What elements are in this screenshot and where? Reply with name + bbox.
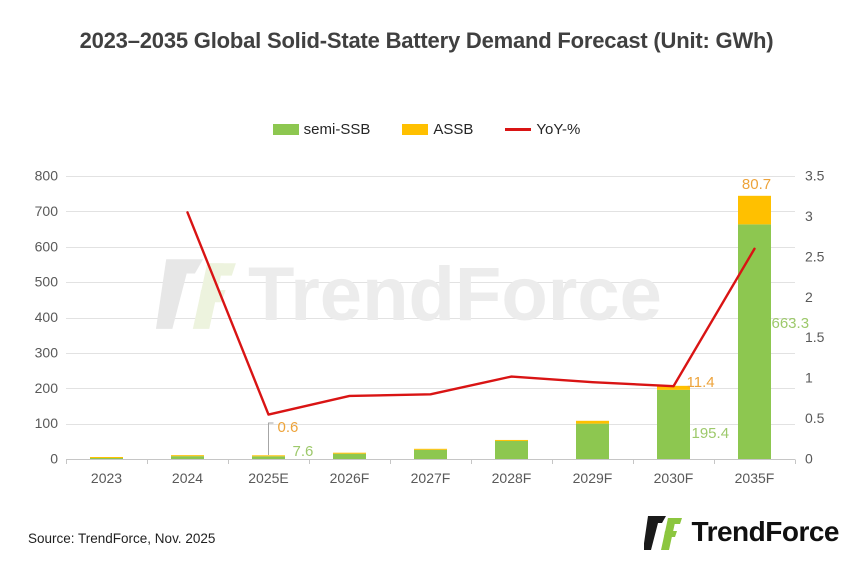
right-axis-tick-label: 3 [805,208,813,224]
x-axis-category-label: 2023 [91,470,122,486]
left-axis-tick-label: 400 [35,309,59,325]
bar-segment-ASSB-2024 [171,455,204,457]
x-axis [66,459,796,464]
chart-title: 2023–2035 Global Solid-State Battery Dem… [79,28,774,53]
bar-segment-semi-SSB-2027F [414,449,447,459]
watermark-text: TrendForce [248,252,662,337]
x-axis-category-label: 2027F [411,470,451,486]
axis-tick-labels: 0 100 200 300 400 500 600 700 800 0 0.5 1 1.5 2 2.5 3 3.… [35,168,825,487]
legend: semi-SSB ASSB YoY-% [0,118,853,140]
legend-swatch [402,123,429,135]
bar-segment-semi-SSB-2029F [576,423,609,459]
left-axis-tick-label: 300 [35,344,59,360]
right-axis-tick-label: 2.5 [805,248,825,264]
bar-segment-ASSB-2030F [657,385,690,390]
right-axis-tick-label: 3.5 [805,168,825,184]
watermark: TrendForce [155,252,662,337]
x-axis-category-label: 2026F [330,470,370,486]
x-axis-category-label: 2030F [654,470,694,486]
bar-segment-ASSB-2035F [738,195,771,225]
right-axis-tick-label: 0 [805,451,813,467]
legend-label: ASSB [433,120,474,138]
left-axis-tick-label: 800 [35,168,59,184]
x-axis-category-label: 2035F [735,470,775,486]
right-axis-tick-label: 0.5 [805,410,825,426]
label-leader-line [268,422,274,455]
bar-segment-ASSB-2026F [333,452,366,454]
right-axis-tick-label: 1.5 [805,329,825,345]
legend-label: semi-SSB [303,120,371,138]
bar-segment-ASSB-2023 [90,457,123,458]
data-label-semi-SSB-2025E: 7.6 [293,443,314,460]
bar-segment-semi-SSB-2026F [333,453,366,459]
left-axis-tick-label: 200 [35,380,59,396]
bar-segment-ASSB-2028F [495,439,528,441]
legend-item-assb: ASSB [402,121,473,138]
legend-item-semi-ssb: semi-SSB [272,120,371,138]
bar-segment-semi-SSB-2030F [657,389,690,459]
bar-segment-semi-SSB-2025E [252,456,285,459]
left-axis-tick-label: 500 [35,274,59,290]
bar-segment-ASSB-2025E [252,455,285,457]
left-axis-tick-label: 700 [35,203,59,219]
x-axis-category-label: 2025E [248,470,288,486]
left-axis-tick-label: 600 [35,238,59,254]
bar-segment-ASSB-2029F [576,420,609,424]
bar-segment-semi-SSB-2024 [171,456,204,459]
bar-segment-semi-SSB-2023 [90,458,123,459]
data-label-semi-SSB-2030F: 195.4 [692,425,730,442]
trendforce-logo-icon [643,516,682,550]
trendforce-logo: TrendForce [643,510,840,554]
trendforce-logo-text: TrendForce [691,516,840,547]
right-axis-tick-label: 1 [805,370,813,386]
bar-segment-ASSB-2027F [414,448,447,450]
right-axis-tick-label: 2 [805,289,813,305]
x-axis-category-label: 2024 [172,470,203,486]
left-axis-tick-label: 0 [50,451,58,467]
legend-item-yoy-: YoY-% [505,121,580,138]
bar-segment-semi-SSB-2035F [738,224,771,459]
legend-label: YoY-% [536,120,581,138]
data-label-ASSB-2025E: 0.6 [278,419,299,436]
left-axis-tick-label: 100 [35,415,59,431]
source-note: Source: TrendForce, Nov. 2025 [28,531,216,546]
bar-segment-semi-SSB-2028F [495,440,528,459]
data-labels: 0.6 7.6 11.4 195.4 80.7 663.3 [278,176,810,460]
data-label-ASSB-2030F: 11.4 [687,374,715,391]
legend-swatch [272,123,299,135]
x-axis-category-label: 2028F [492,470,532,486]
yoy-line [186,211,756,416]
legend-swatch [505,127,532,131]
data-label-ASSB-2035F: 80.7 [742,176,771,193]
data-label-semi-SSB-2035F: 663.3 [772,315,810,332]
bars [90,195,771,459]
x-axis-category-label: 2029F [573,470,613,486]
